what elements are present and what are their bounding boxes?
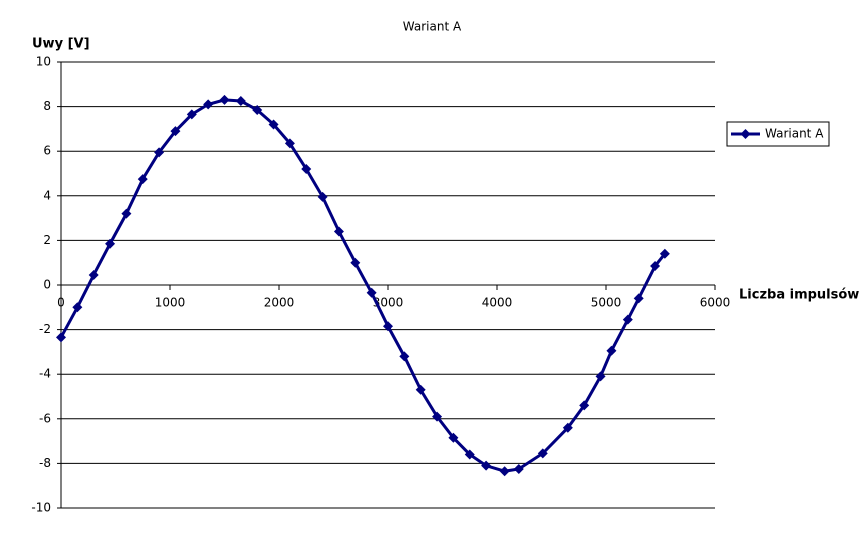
x-tick-label: 0	[57, 296, 65, 310]
data-point	[301, 164, 312, 175]
x-tick-label: 2000	[264, 296, 295, 310]
data-point	[513, 463, 524, 474]
x-tick-label: 6000	[700, 296, 731, 310]
data-point	[105, 238, 116, 249]
data-point	[659, 248, 670, 259]
data-point	[350, 257, 361, 268]
data-point	[415, 384, 426, 395]
chart-title: Wariant A	[403, 20, 462, 34]
y-tick-label: 10	[36, 55, 51, 69]
data-point	[235, 96, 246, 107]
data-point	[622, 314, 633, 325]
data-point	[650, 261, 661, 272]
data-point	[88, 269, 99, 280]
data-point	[170, 126, 181, 137]
x-tick-label: 3000	[373, 296, 404, 310]
data-point	[56, 332, 66, 343]
y-tick-label: 0	[43, 278, 51, 292]
data-point	[562, 422, 573, 433]
y-tick-label: -10	[31, 501, 51, 515]
data-point	[186, 109, 197, 120]
data-point	[366, 287, 377, 298]
data-point	[252, 104, 263, 115]
data-point	[448, 432, 459, 443]
data-point	[595, 371, 606, 382]
data-point	[537, 448, 548, 459]
series-line	[59, 98, 667, 473]
x-axis-label: Liczba impulsów	[739, 288, 859, 303]
data-point	[606, 345, 617, 356]
data-point	[72, 302, 83, 313]
data-point	[268, 119, 279, 130]
data-point	[499, 466, 510, 477]
data-point	[579, 400, 590, 411]
data-point	[121, 208, 132, 219]
y-tick-label: 4	[43, 188, 51, 202]
y-axis-label: Uwy [V]	[32, 37, 90, 52]
y-tick-label: 6	[43, 144, 51, 158]
data-point	[154, 147, 165, 158]
legend-marker	[740, 129, 751, 139]
data-point	[399, 351, 410, 362]
y-tick-label: -6	[39, 411, 51, 425]
y-tick-label: 2	[43, 233, 51, 247]
y-tick-label: -2	[39, 322, 51, 336]
data-point	[333, 226, 344, 237]
data-point	[633, 293, 644, 304]
data-point	[284, 138, 295, 149]
data-point	[464, 449, 475, 460]
data-point	[137, 174, 148, 185]
data-point	[219, 94, 230, 105]
x-tick-label: 1000	[155, 296, 186, 310]
data-point	[432, 411, 443, 422]
data-point	[481, 460, 492, 471]
y-tick-label: -8	[39, 456, 51, 470]
x-tick-label: 4000	[482, 296, 513, 310]
data-point	[383, 321, 393, 332]
data-point	[203, 99, 214, 110]
data-point	[317, 191, 328, 202]
y-tick-label: 8	[43, 99, 51, 113]
y-tick-label: -4	[39, 367, 51, 381]
x-tick-label: 5000	[591, 296, 622, 310]
legend-label: Wariant A	[765, 127, 824, 141]
